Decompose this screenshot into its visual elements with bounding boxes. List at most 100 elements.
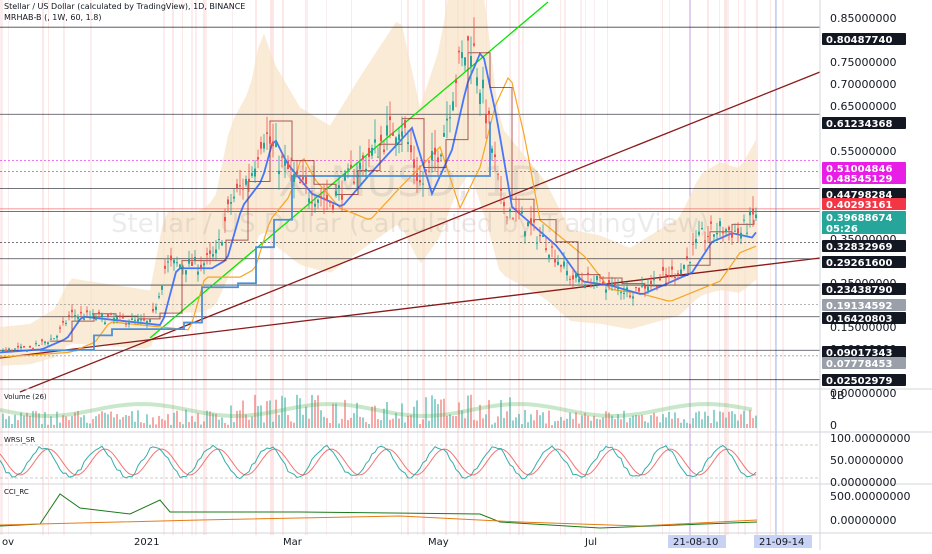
candle-body — [194, 256, 196, 261]
candle-body — [398, 134, 400, 141]
candle-body — [458, 50, 460, 53]
volume-bar — [458, 402, 460, 428]
volume-bar — [212, 413, 214, 428]
volume-bar — [200, 424, 202, 428]
volume-bar — [431, 395, 433, 428]
volume-bar — [296, 394, 298, 428]
candle-body — [434, 147, 436, 155]
pane-tick: 100.00000000 — [830, 432, 910, 445]
volume-bar — [50, 416, 52, 428]
candle-body — [431, 151, 433, 161]
volume-bar — [377, 419, 379, 428]
price-tag-bg — [822, 357, 906, 369]
volume-bar — [71, 416, 73, 428]
volume-bar — [14, 414, 16, 428]
volume-bar — [413, 406, 415, 428]
volume-bar — [563, 420, 565, 428]
candle-body — [554, 258, 556, 263]
volume-bar — [653, 412, 655, 428]
candle-body — [35, 343, 37, 345]
volume-bar — [536, 410, 538, 428]
candle-body — [77, 316, 79, 319]
candle-body — [638, 287, 640, 292]
candle-body — [536, 241, 538, 244]
volume-bar — [215, 413, 217, 428]
candle-body — [359, 162, 361, 169]
volume-bar — [161, 418, 163, 428]
candle-body — [377, 156, 379, 158]
volume-bar — [455, 416, 457, 428]
price-tag-bg — [822, 188, 906, 200]
candle-body — [8, 348, 10, 351]
volume-bar — [710, 423, 712, 428]
candle-body — [248, 178, 250, 182]
volume-bar — [605, 411, 607, 428]
volume-bar — [185, 409, 187, 428]
candle-body — [215, 249, 217, 254]
price-tag: 0.16420803 — [826, 314, 892, 325]
candle-body — [104, 322, 106, 325]
candle-body — [140, 319, 142, 321]
volume-bar — [299, 398, 301, 428]
candle-body — [602, 281, 604, 284]
candle-body — [449, 117, 451, 119]
volume-bar — [638, 415, 640, 428]
candle-body — [689, 261, 691, 264]
price-tag: 0.09017343 — [826, 348, 892, 359]
volume-bar — [599, 419, 601, 428]
volume-bar — [383, 408, 385, 428]
candle-body — [722, 232, 724, 234]
volume-bar — [119, 419, 121, 428]
candle-body — [485, 114, 487, 124]
price-tick: 0.00000000 — [830, 387, 896, 400]
candle-body — [143, 318, 145, 321]
volume-bar — [659, 422, 661, 428]
candle-body — [521, 211, 523, 214]
candle-body — [635, 287, 637, 289]
volume-bar — [179, 421, 181, 428]
candle-body — [137, 319, 139, 322]
volume-bar — [752, 418, 754, 428]
volume-bar — [95, 416, 97, 428]
candle-body — [566, 270, 568, 276]
volume-bar — [695, 412, 697, 428]
volume-bar — [155, 424, 157, 428]
candle-body — [488, 110, 490, 116]
candle-body — [254, 168, 256, 177]
candle-body — [332, 204, 334, 210]
price-tag: 0.51004846 — [826, 164, 892, 175]
volume-bar — [41, 423, 43, 428]
candle-body — [341, 194, 343, 200]
volume-bar — [755, 415, 757, 428]
pane-tick: 0.00000000 — [830, 476, 896, 489]
x-tag-bg — [668, 535, 726, 548]
volume-bar — [674, 412, 676, 428]
candle-body — [401, 131, 403, 137]
candle-body — [47, 342, 49, 345]
volume-bar — [608, 412, 610, 428]
candle-body — [395, 137, 397, 146]
candle-body — [620, 292, 622, 294]
volume-bar — [497, 416, 499, 428]
volume-bar — [323, 416, 325, 428]
volume-bar — [341, 418, 343, 428]
candle-body — [623, 292, 625, 294]
candle-body — [230, 202, 232, 204]
price-tag-bg — [822, 198, 906, 210]
candle-body — [752, 208, 754, 215]
volume-bar — [191, 416, 193, 428]
price-tick: 0.75000000 — [830, 56, 896, 69]
candle-body — [311, 202, 313, 204]
candle-body — [344, 173, 346, 181]
candle-body — [668, 275, 670, 277]
ma-blue — [0, 52, 757, 354]
candle-body — [242, 187, 244, 190]
volume-bar — [224, 422, 226, 428]
candle-body — [221, 242, 223, 246]
candle-body — [98, 311, 100, 314]
candle-body — [107, 314, 109, 317]
candle-body — [353, 181, 355, 184]
candle-body — [83, 318, 85, 320]
